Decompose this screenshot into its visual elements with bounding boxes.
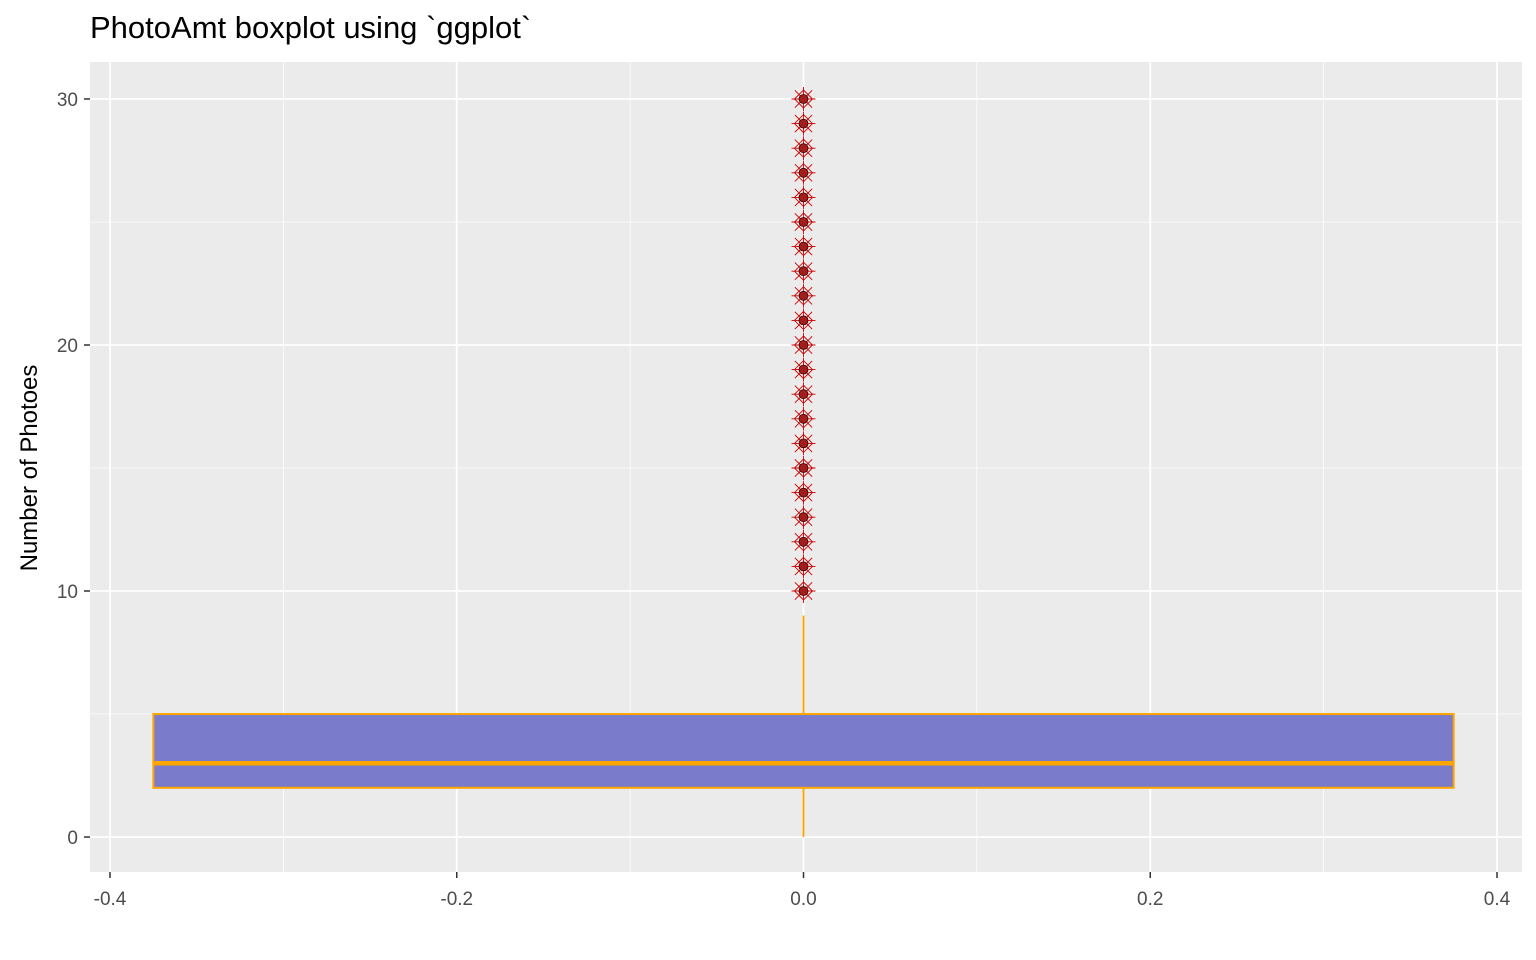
- outlier-diamond: [793, 482, 814, 503]
- outlier-diamond: [793, 163, 814, 183]
- outlier-diamond: [793, 310, 814, 331]
- outlier-point: [791, 480, 816, 505]
- outlier-dot: [798, 266, 809, 277]
- outlier-point: [791, 283, 816, 308]
- outlier-point: [791, 456, 816, 480]
- outlier-point: [791, 431, 816, 456]
- outlier-point: [791, 308, 816, 333]
- outlier-diamond: [793, 187, 814, 208]
- outlier-point: [791, 259, 816, 284]
- x-tick-label: 0.0: [790, 889, 816, 910]
- x-tick-label: 0.4: [1484, 889, 1511, 910]
- outlier-diamond: [793, 236, 814, 257]
- outlier-dot: [798, 315, 809, 326]
- y-tick-label: 20: [57, 336, 78, 357]
- outlier-point: [791, 529, 816, 554]
- outlier-dot: [798, 413, 809, 424]
- outlier-diamond: [793, 261, 814, 281]
- outlier-diamond: [793, 138, 814, 158]
- outlier-dot: [798, 192, 809, 203]
- box-iqr: [152, 713, 1455, 789]
- outlier-dot: [798, 241, 809, 252]
- outlier-point: [791, 210, 816, 234]
- outlier-diamond: [793, 409, 814, 429]
- outlier-point: [791, 111, 816, 136]
- outlier-dot: [798, 364, 809, 375]
- outlier-point: [791, 357, 816, 382]
- outlier-point: [791, 234, 816, 259]
- outlier-point: [791, 136, 816, 161]
- outlier-dot: [798, 487, 809, 498]
- outlier-dot: [798, 217, 809, 227]
- x-tick-label: -0.2: [440, 889, 473, 910]
- outlier-dot: [798, 143, 809, 154]
- y-tick-label: 0: [67, 828, 78, 849]
- outlier-dot: [798, 389, 809, 400]
- boxplot: [152, 615, 1455, 837]
- outlier-dot: [798, 561, 809, 572]
- outlier-dot: [798, 94, 809, 104]
- outlier-diamond: [793, 212, 814, 232]
- x-tick-label: 0.2: [1137, 889, 1163, 910]
- outlier-point: [791, 579, 816, 603]
- x-tick-label: -0.4: [94, 889, 127, 910]
- outlier-dot: [798, 340, 809, 350]
- outlier-dot: [798, 438, 809, 449]
- outlier-diamond: [793, 433, 814, 454]
- outlier-diamond: [793, 556, 814, 577]
- outlier-dot: [798, 512, 809, 523]
- outlier-diamond: [793, 581, 814, 601]
- outlier-point: [791, 160, 816, 185]
- outlier-diamond: [793, 89, 814, 109]
- outlier-point: [791, 406, 816, 431]
- outlier-diamond: [793, 113, 814, 134]
- outlier-point: [791, 87, 816, 111]
- chart-title: PhotoAmt boxplot using `ggplot`: [90, 10, 532, 45]
- y-tick-label: 10: [57, 582, 78, 603]
- y-axis: 0 10 20 30: [57, 90, 90, 849]
- y-axis-title: Number of Photoes: [16, 365, 43, 572]
- outlier-diamond: [793, 359, 814, 380]
- outlier-diamond: [793, 507, 814, 527]
- outlier-point: [791, 382, 816, 407]
- outlier-diamond: [793, 384, 814, 404]
- outlier-point: [791, 333, 816, 357]
- outlier-dot: [798, 463, 809, 473]
- outlier-dot: [798, 290, 809, 301]
- outlier-diamond: [793, 286, 814, 306]
- outlier-dot: [798, 118, 809, 129]
- outlier-dot: [798, 586, 809, 596]
- outlier-point: [791, 185, 816, 210]
- outlier-diamond: [793, 458, 814, 478]
- outlier-diamond: [793, 532, 814, 552]
- outlier-point: [791, 505, 816, 530]
- y-tick-label: 30: [57, 90, 78, 111]
- outlier-points: [791, 87, 816, 603]
- outlier-diamond: [793, 335, 814, 355]
- outlier-point: [791, 554, 816, 579]
- x-axis: -0.4 -0.2 0.0 0.2 0.4: [94, 872, 1511, 910]
- outlier-dot: [798, 167, 809, 178]
- outlier-dot: [798, 536, 809, 547]
